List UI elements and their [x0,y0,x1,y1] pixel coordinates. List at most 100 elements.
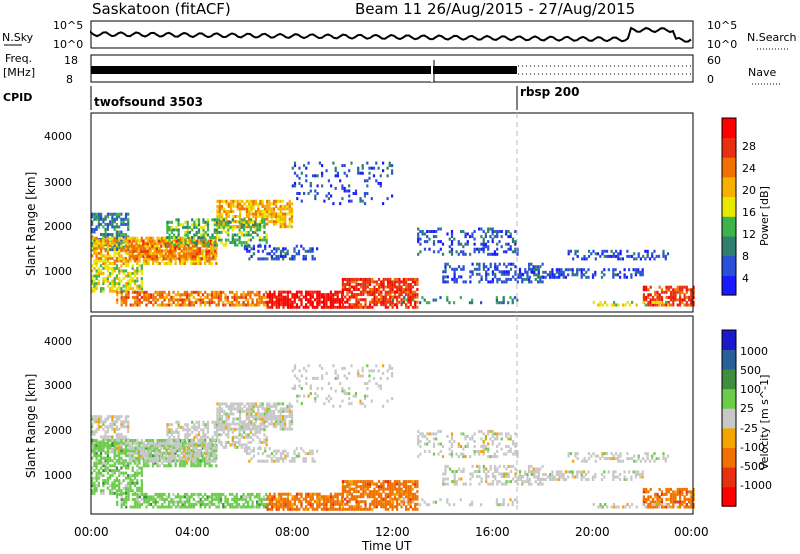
power-cell [97,215,100,219]
power-cell [168,290,171,294]
power-cell [300,293,303,297]
velocity-cell [166,423,169,427]
power-cell [679,295,682,299]
velocity-cell [259,417,262,421]
velocity-cell [149,503,153,506]
velocity-cell [174,456,177,460]
power-cell [507,247,510,251]
power-cell [138,249,141,253]
velocity-cell [254,415,257,418]
power-cell [182,249,185,253]
velocity-cell [270,420,273,423]
velocity-cell [173,443,176,447]
power-cell [183,259,186,263]
power-cell [491,240,494,244]
power-cell [279,215,282,218]
power-cell [265,295,268,299]
velocity-cell [118,441,121,445]
power-cell [275,220,278,224]
velocity-cell [102,489,105,493]
power-cell [142,247,145,251]
velocity-cell [165,505,168,509]
power-cell [411,280,414,284]
velocity-cell [288,425,291,429]
power-cell [359,293,363,297]
power-cell [168,300,171,304]
power-cell [380,303,383,307]
power-cell [268,290,271,294]
velocity-cell [127,444,130,448]
power-cell [93,289,96,293]
velocity-cell [183,464,186,468]
velocity-cell [186,435,189,439]
velocity-cell [178,457,181,461]
power-cell [186,220,189,224]
velocity-cell [249,420,252,424]
power-cell [683,295,686,299]
power-cell [580,275,583,279]
power-cell [209,257,213,261]
power-cell [378,293,381,297]
power-cell [161,241,164,245]
velocity-cell [275,420,278,423]
velocity-cell [104,479,107,483]
power-cell [248,225,251,229]
power-cell [192,300,195,304]
power-cell [576,273,579,277]
power-cell [129,246,132,250]
velocity-cell [102,420,105,424]
power-cell [642,285,645,289]
power-cell [222,228,225,232]
velocity-cell [185,457,188,461]
velocity-cell [95,451,98,455]
power-cell [316,247,319,251]
power-cell [266,215,269,218]
velocity-cell [213,438,216,442]
power-cell [658,303,661,307]
velocity-cell [230,407,233,411]
power-cell [656,295,659,299]
power-cell [161,236,164,240]
velocity-cell [184,428,187,432]
velocity-cell [248,420,251,423]
velocity-cell [153,457,156,461]
velocity-cell [338,492,341,496]
power-cell [246,247,249,251]
velocity-cell [261,402,264,406]
power-cell [189,254,192,258]
velocity-cell [176,442,179,445]
power-cell [654,290,657,294]
velocity-cell [109,439,112,442]
velocity-cell [129,474,132,478]
power-cell [647,300,650,304]
velocity-cell [140,481,143,485]
power-cell [140,287,143,291]
velocity-cell [307,492,310,496]
power-cell [118,277,121,280]
velocity-cell [147,464,150,468]
power-cell [692,303,695,307]
velocity-cell [161,497,164,501]
power-cell [286,293,290,297]
velocity-cell [252,438,255,442]
power-cell [243,247,246,251]
power-cell [164,252,167,256]
velocity-cell [91,456,94,460]
velocity-cell [183,495,186,499]
power-cell [266,303,269,307]
velocity-cell [245,427,248,431]
power-cell [583,257,586,261]
velocity-cell [188,433,191,437]
velocity-cell [109,459,112,463]
velocity-cell [291,505,294,509]
power-cell [325,300,328,304]
power-cell [672,298,675,302]
power-cell [159,293,162,297]
velocity-cell [106,471,109,475]
power-cell [355,300,358,304]
power-cell [357,171,360,175]
velocity-cell [245,407,248,411]
power-cell [572,257,575,261]
power-cell [248,217,251,221]
velocity-cell [227,404,230,408]
